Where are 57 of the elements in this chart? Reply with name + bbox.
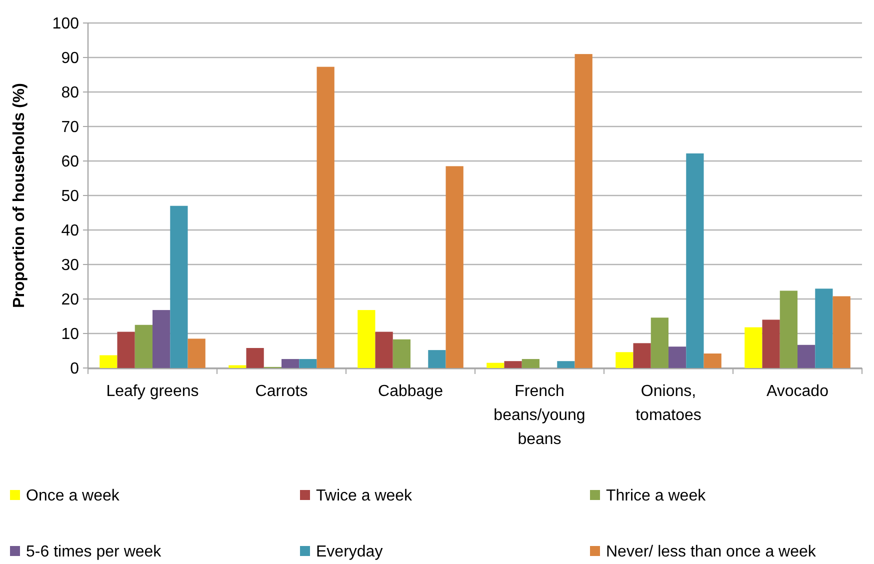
bar xyxy=(117,332,135,368)
bar xyxy=(134,324,152,368)
y-tick-label: 60 xyxy=(61,154,80,171)
x-tick-label: French beans/young beans xyxy=(494,383,586,448)
bar xyxy=(170,206,188,368)
bar xyxy=(316,66,334,368)
y-tick-label: 90 xyxy=(61,50,80,68)
bar xyxy=(574,54,592,368)
bar xyxy=(299,359,317,368)
bar xyxy=(446,166,464,368)
bar xyxy=(832,296,850,368)
y-tick-label: 20 xyxy=(61,292,80,309)
x-tick-label: Avocado xyxy=(766,383,829,400)
bar xyxy=(704,354,722,368)
y-tick-label: 10 xyxy=(61,326,80,344)
bar xyxy=(188,338,206,368)
bar xyxy=(375,332,393,368)
y-tick-label: 0 xyxy=(70,360,80,378)
y-tick-label: 50 xyxy=(61,188,80,206)
bar xyxy=(504,361,522,368)
x-tick-label: Leafy greens xyxy=(106,383,199,400)
bar xyxy=(392,339,410,368)
bar xyxy=(616,352,634,368)
bar xyxy=(522,359,540,368)
bar xyxy=(100,355,118,368)
y-axis-title: Proportion of households (%) xyxy=(11,83,28,308)
legend-label: Twice a week xyxy=(316,488,414,505)
y-tick-label: 100 xyxy=(52,16,80,33)
bar xyxy=(358,310,376,368)
bar xyxy=(486,362,504,368)
y-tick-label: 40 xyxy=(61,222,80,240)
y-tick-label: 70 xyxy=(61,119,80,136)
x-tick-label: Onions, tomatoes xyxy=(636,383,702,424)
legend-label: Once a week xyxy=(26,488,120,505)
bar xyxy=(246,348,264,368)
bar xyxy=(633,343,651,368)
bar xyxy=(815,288,833,368)
bar xyxy=(668,346,686,368)
x-tick-label: Carrots xyxy=(255,383,308,400)
legend-label: 5-6 times per week xyxy=(26,544,162,561)
bar xyxy=(557,361,575,368)
bar xyxy=(762,320,780,368)
legend-label: Never/ less than once a week xyxy=(606,544,817,561)
bar xyxy=(798,344,816,368)
bar xyxy=(428,350,446,368)
y-tick-label: 80 xyxy=(61,84,80,102)
legend-label: Everyday xyxy=(316,544,383,561)
y-tick-label: 30 xyxy=(61,257,80,274)
bar xyxy=(686,153,704,368)
bar xyxy=(152,310,170,368)
bar xyxy=(650,318,668,368)
legend-label: Thrice a week xyxy=(606,488,707,505)
bar xyxy=(228,365,246,368)
x-tick-label: Cabbage xyxy=(378,383,444,400)
bar xyxy=(744,327,762,368)
bar xyxy=(780,290,798,368)
bar xyxy=(282,359,300,368)
